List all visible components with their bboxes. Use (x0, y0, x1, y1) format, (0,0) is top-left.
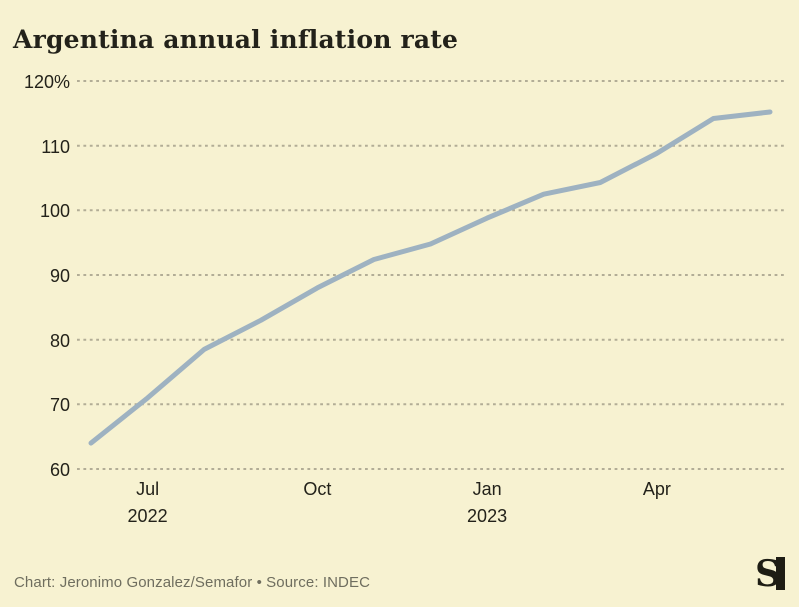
inflation-line (88, 109, 773, 446)
y-tick-label: 70 (49, 395, 70, 416)
y-tick-label: 120% (23, 72, 70, 92)
x-tick-label: Apr (642, 479, 671, 499)
x-tick-year-label: 2023 (467, 506, 508, 526)
y-tick-label: 90 (49, 266, 70, 286)
semafor-logo-icon: S (755, 553, 788, 595)
credit-line: Chart: Jeronimo Gonzalez/Semafor • Sourc… (14, 574, 371, 591)
y-tick-label: 100 (39, 201, 70, 222)
y-tick-label: 80 (49, 330, 70, 351)
x-tick-label: Oct (303, 479, 332, 499)
x-tick-label: Jul (136, 479, 160, 499)
y-tick-label: 60 (49, 460, 70, 480)
x-tick-year-label: 2022 (127, 506, 168, 526)
chart-title: Argentina annual inflation rate (13, 25, 459, 54)
logo-letter: S (756, 556, 781, 592)
y-tick-label: 110 (41, 136, 70, 157)
logo-bar (776, 557, 785, 590)
x-tick-label: Jan (472, 479, 502, 499)
